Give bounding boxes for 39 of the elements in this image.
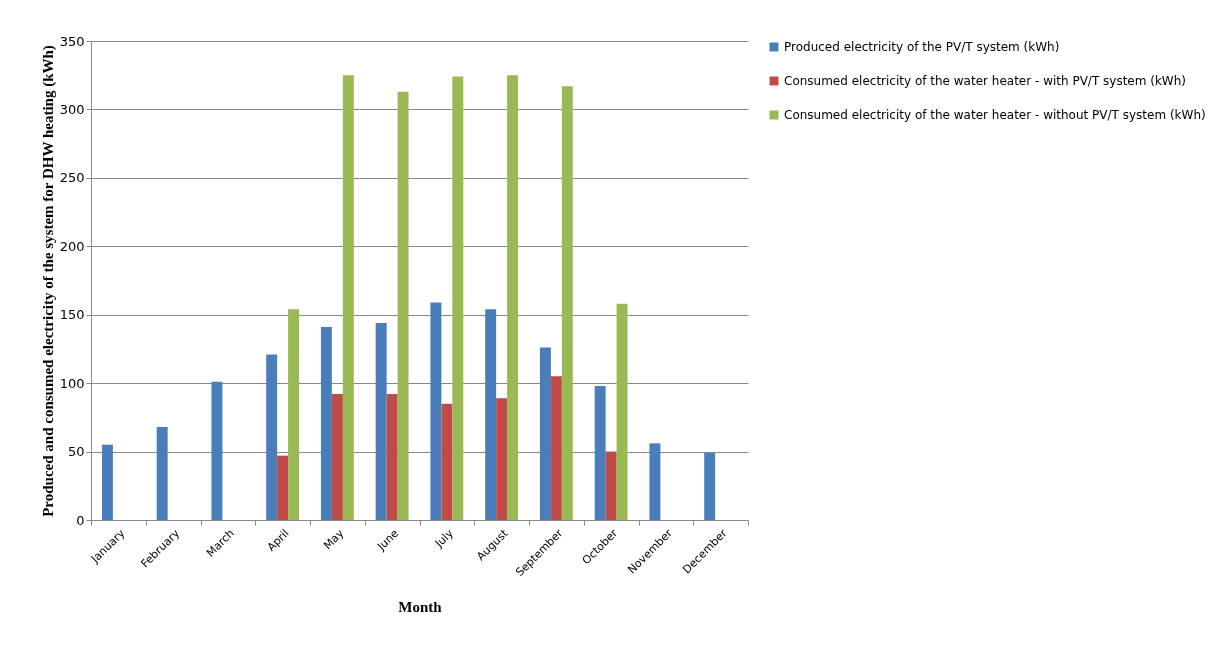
y-tick-label: 0 — [76, 512, 85, 528]
bar — [386, 394, 398, 520]
bar — [649, 443, 661, 520]
y-tick-label: 100 — [59, 375, 85, 391]
bar — [266, 354, 278, 520]
legend-label: Consumed electricity of the water heater - with PV/T system (kWh) — [784, 74, 1187, 88]
bar — [704, 452, 716, 520]
bar — [539, 347, 551, 520]
y-tick-label: 200 — [59, 238, 85, 254]
bar — [288, 309, 300, 520]
bar — [550, 376, 562, 520]
y-axis-title: Produced and consumed electricity of the system for DHW heating (kWh) — [39, 45, 57, 517]
bar — [375, 322, 387, 520]
bar — [452, 76, 464, 520]
y-tick-label: 50 — [67, 444, 85, 460]
x-axis-title: Month — [398, 599, 443, 616]
bar — [397, 91, 409, 520]
y-tick-label: 150 — [59, 307, 85, 323]
y-tick-label: 300 — [59, 101, 85, 117]
bar — [561, 86, 573, 520]
y-tick-label: 250 — [59, 170, 85, 186]
legend-label: Produced electricity of the PV/T system (kWh) — [784, 40, 1060, 54]
bar — [485, 309, 497, 520]
bar — [156, 426, 168, 520]
bar — [101, 444, 113, 520]
legend-label: Consumed electricity of the water heater - without PV/T system (kWh) — [784, 108, 1206, 122]
bar — [277, 455, 289, 520]
bar — [331, 394, 343, 520]
bar — [320, 327, 332, 520]
bar — [594, 385, 606, 520]
bar — [211, 381, 223, 520]
bar — [430, 302, 442, 520]
bar — [616, 303, 628, 520]
bar — [441, 403, 453, 520]
bar — [342, 75, 354, 520]
bar — [496, 398, 508, 520]
bar — [605, 451, 617, 520]
bar — [507, 75, 519, 520]
y-tick-label: 350 — [59, 33, 85, 49]
